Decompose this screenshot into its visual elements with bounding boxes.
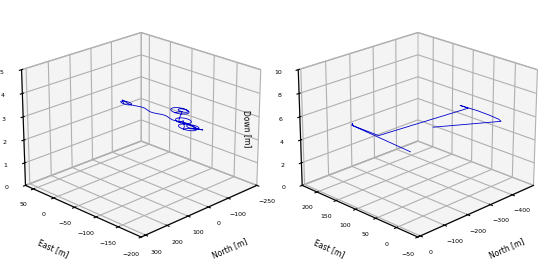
X-axis label: North [m]: North [m] xyxy=(211,237,248,260)
X-axis label: North [m]: North [m] xyxy=(487,237,525,260)
Y-axis label: East [m]: East [m] xyxy=(36,238,70,259)
Y-axis label: East [m]: East [m] xyxy=(313,238,346,259)
